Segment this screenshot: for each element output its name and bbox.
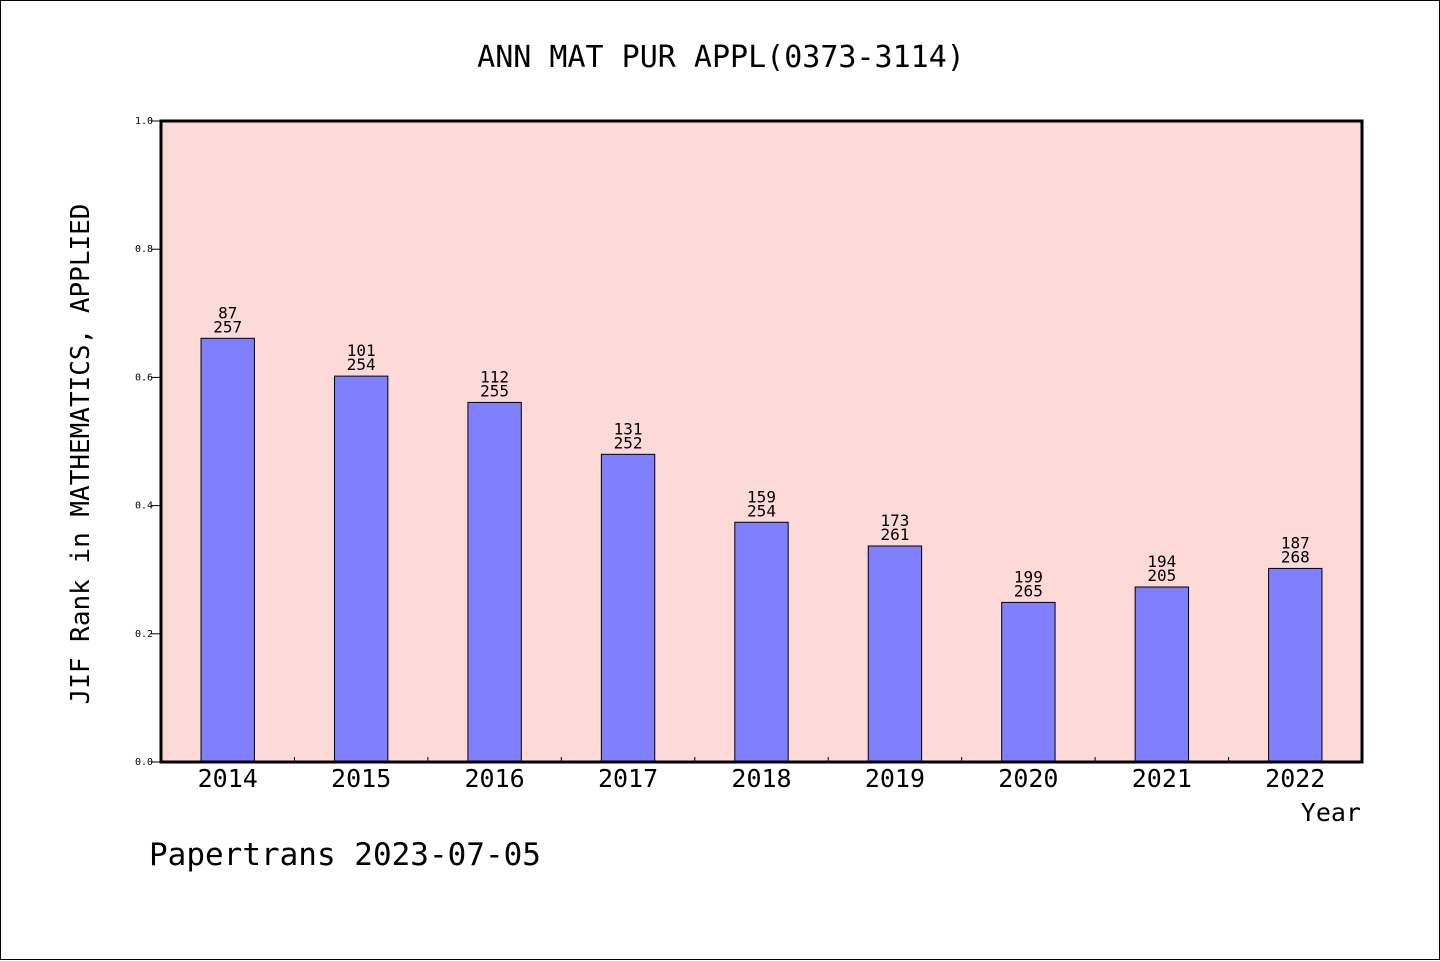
x-tick-label-2015: 2015 [331,764,391,793]
bar-label-2014-rank: 87 [218,303,237,322]
bar-2019 [867,545,923,763]
bar-label-2021-rank: 194 [1147,552,1176,571]
bar-label-2020-total: 265 [1014,581,1043,600]
bar-2016 [467,401,522,763]
bars-group [200,337,1323,763]
bar-label-2022-rank: 187 [1281,533,1310,552]
bar-label-2020-rank: 199 [1014,567,1043,586]
bar-label-2014-total: 257 [213,317,242,336]
x-tick-label-2022: 2022 [1265,764,1325,793]
x-axis: 2014 2015 2016 2017 2018 2019 2020 2021 2022 [198,757,1325,793]
bar-labels-group: 8725710125411225513125215925417326119926… [213,303,1309,600]
bar-label-2015-rank: 101 [347,341,376,360]
bar-label-2016-rank: 112 [480,367,509,386]
bar-label-2017-rank: 131 [614,419,643,438]
bar-2014 [200,337,255,763]
y-tick-label-1.0: 1.0 [135,116,153,127]
bar-label-2019-rank: 173 [880,511,909,530]
x-tick-label-2019: 2019 [865,764,925,793]
bar-label-2015-total: 254 [347,355,376,374]
x-axis-label: Year [1301,798,1361,827]
bar-label-2017-total: 252 [614,433,643,452]
bar-2022 [1268,567,1323,763]
x-tick-label-2021: 2021 [1132,764,1192,793]
bar-2020 [1001,601,1056,763]
bar-label-2022-total: 268 [1281,547,1310,566]
y-tick-label-0.6: 0.6 [135,372,153,383]
x-tick-label-2018: 2018 [731,764,791,793]
y-tick-label-0.2: 0.2 [135,629,153,640]
bar-2015 [333,375,389,763]
y-tick-label-0.4: 0.4 [135,501,153,512]
y-tick-label-0.8: 0.8 [135,244,153,255]
bar-label-2019-total: 261 [880,525,909,544]
y-axis: 0.0 0.2 0.4 0.6 0.8 1.0 [135,116,161,768]
bar-2018 [734,521,789,763]
bar-label-2021-total: 205 [1147,566,1176,585]
x-tick-label-2020: 2020 [998,764,1058,793]
x-tick-label-2017: 2017 [598,764,658,793]
x-tick-label-2016: 2016 [465,764,525,793]
chart-title: ANN MAT PUR APPL(0373-3114) [477,40,965,75]
bar-label-2018-rank: 159 [747,487,776,506]
bar-2021 [1134,586,1190,763]
footer-credit: Papertrans 2023-07-05 [149,837,541,873]
y-axis-label: JIF Rank in MATHEMATICS, APPLIED [66,204,96,705]
x-tick-label-2014: 2014 [198,764,258,793]
bar-2017 [600,453,656,763]
plot-frame [159,119,1364,764]
bar-label-2016-total: 255 [480,381,509,400]
bar-label-2018-total: 254 [747,501,776,520]
y-tick-label-0.0: 0.0 [135,757,153,768]
